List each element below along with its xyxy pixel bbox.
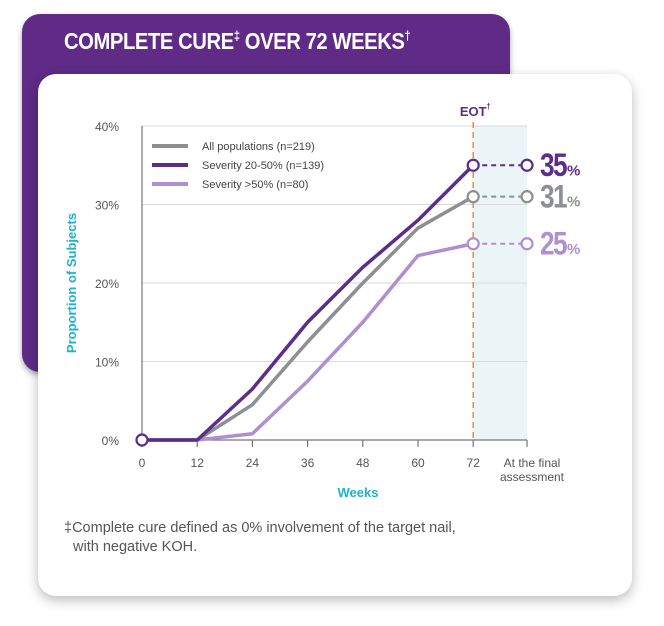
- final-value-percent: %: [567, 241, 580, 258]
- legend-label: Severity 20-50% (n=139): [202, 160, 324, 172]
- y-tick-label: 20%: [95, 277, 119, 291]
- final-value-percent: %: [567, 194, 580, 211]
- eot-sup: †: [486, 102, 490, 111]
- y-tick-label: 0%: [102, 434, 120, 448]
- y-tick-label: 40%: [95, 120, 119, 134]
- footnote: ‡Complete cure defined as 0% involvement…: [64, 519, 624, 557]
- final-value-label: 35: [540, 149, 567, 184]
- footnote-mark: ‡: [64, 520, 73, 536]
- title-text: COMPLETE CURE: [64, 28, 234, 54]
- data-point: [520, 237, 534, 251]
- x-tick-label: 12: [191, 456, 205, 470]
- x-tick-label-final-1: At the final: [504, 456, 561, 470]
- final-value-label: 31: [540, 180, 567, 215]
- data-point: [466, 190, 480, 204]
- data-point: [466, 237, 480, 251]
- final-value-label: 25: [540, 227, 567, 262]
- x-tick-label: 36: [301, 456, 315, 470]
- series-line: [142, 195, 475, 442]
- header-title: COMPLETE CURE‡ OVER 72 WEEKS†: [64, 28, 411, 55]
- title-mark: ‡: [233, 28, 240, 43]
- chart-card: [38, 74, 632, 596]
- x-tick-label: 60: [411, 456, 425, 470]
- final-value-percent: %: [567, 162, 580, 179]
- y-axis-title: Proportion of Subjects: [64, 213, 79, 353]
- data-point: [135, 433, 149, 447]
- footnote-line2: with negative KOH.: [73, 539, 198, 555]
- y-tick-label: 10%: [95, 356, 119, 370]
- data-point: [520, 190, 534, 204]
- legend-label: All populations (n=219): [202, 141, 315, 153]
- legend-label: Severity >50% (n=80): [202, 179, 308, 191]
- y-tick-label: 30%: [95, 199, 119, 213]
- eot-label: EOT: [460, 104, 487, 119]
- series-line: [142, 164, 475, 442]
- title-sup: †: [404, 28, 411, 43]
- title-rest: OVER 72 WEEKS: [239, 28, 405, 54]
- x-tick-label: 0: [139, 456, 146, 470]
- x-tick-label-final-2: assessment: [500, 470, 565, 484]
- x-tick-label: 48: [356, 456, 370, 470]
- data-point: [520, 158, 534, 172]
- footnote-line1: Complete cure defined as 0% involvement …: [72, 520, 456, 536]
- data-point: [466, 158, 480, 172]
- x-tick-label: 72: [467, 456, 481, 470]
- x-axis-title: Weeks: [338, 485, 379, 500]
- x-tick-label: 24: [246, 456, 260, 470]
